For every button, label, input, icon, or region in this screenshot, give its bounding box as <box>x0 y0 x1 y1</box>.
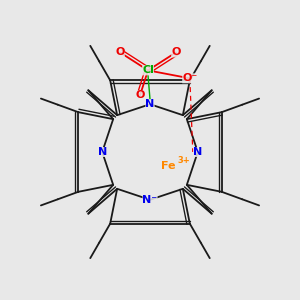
Text: 3+: 3+ <box>178 156 190 165</box>
Text: N⁻: N⁻ <box>142 195 158 205</box>
Text: N: N <box>146 99 154 109</box>
Text: O: O <box>135 90 145 100</box>
Text: O⁻: O⁻ <box>182 73 197 83</box>
Text: N: N <box>98 147 107 157</box>
Text: Fe: Fe <box>161 161 175 171</box>
Text: O: O <box>116 47 125 58</box>
Text: N: N <box>193 147 203 157</box>
Text: Cl: Cl <box>142 65 154 75</box>
Text: O: O <box>171 47 181 58</box>
